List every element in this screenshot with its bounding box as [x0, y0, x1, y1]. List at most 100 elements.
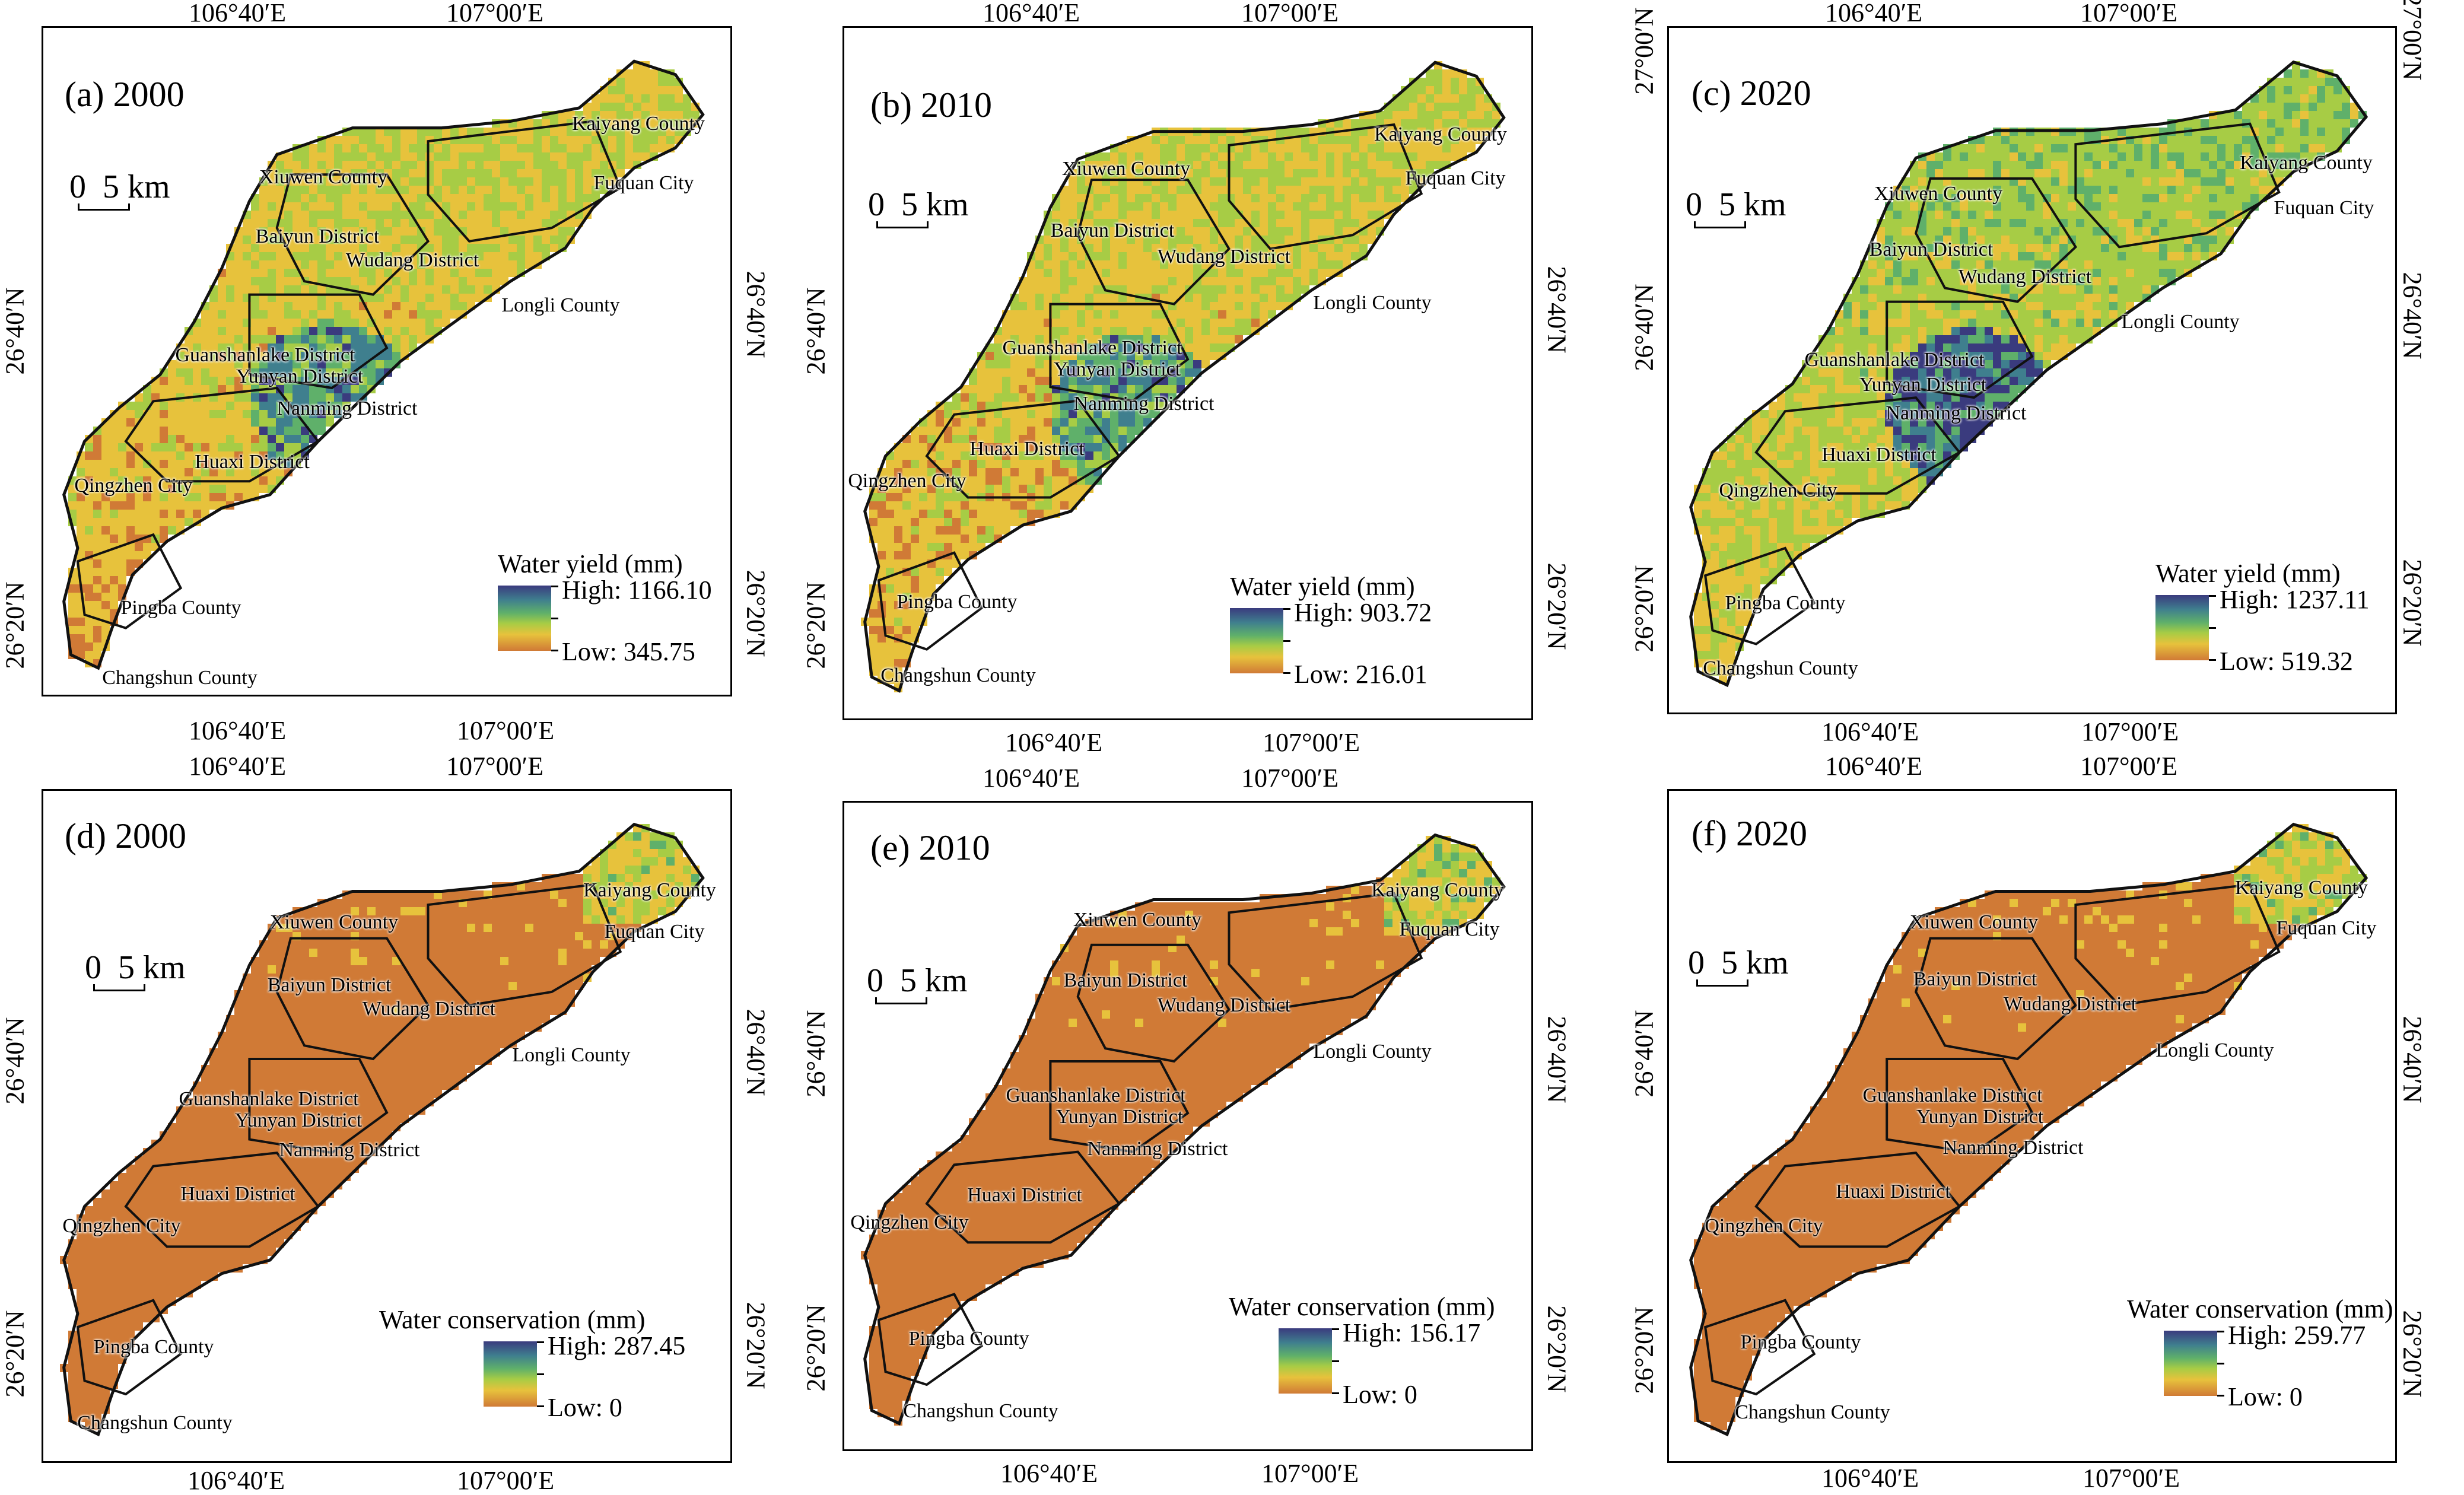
- raster-cell: [2076, 310, 2084, 319]
- raster-cell: [118, 418, 126, 427]
- raster-cell: [1069, 252, 1077, 260]
- raster-cell: [1152, 310, 1160, 319]
- raster-cell: [1060, 269, 1069, 277]
- raster-cell: [961, 543, 969, 551]
- raster-cell: [1318, 177, 1326, 186]
- raster-cell: [886, 501, 894, 510]
- raster-cell: [994, 393, 1002, 402]
- raster-cell: [1902, 269, 1910, 277]
- raster-cell: [1251, 302, 1260, 310]
- raster-cell: [292, 152, 301, 161]
- raster-cell: [1309, 252, 1318, 260]
- raster-cell: [201, 410, 209, 418]
- raster-cell: [1177, 236, 1185, 244]
- raster-cell: [1002, 510, 1010, 518]
- raster-cell: [2309, 119, 2317, 128]
- raster-cell: [592, 152, 600, 161]
- raster-cell: [1968, 152, 1976, 161]
- raster-cell: [417, 202, 425, 211]
- raster-cell: [1235, 194, 1243, 202]
- raster-cell: [550, 211, 558, 219]
- raster-cell: [226, 285, 234, 294]
- raster-cell: [567, 186, 575, 194]
- raster-cell: [2093, 177, 2101, 186]
- raster-cell: [475, 277, 484, 285]
- raster-cell: [359, 343, 367, 352]
- raster-cell: [1044, 269, 1052, 277]
- raster-cell: [2018, 244, 2026, 252]
- raster-cell: [2159, 194, 2167, 202]
- raster-cell: [1201, 302, 1210, 310]
- raster-cell: [2059, 186, 2068, 194]
- raster-cell: [2176, 244, 2184, 252]
- raster-cell: [1110, 202, 1118, 211]
- raster-cell: [1035, 269, 1044, 277]
- raster-cell: [417, 310, 425, 319]
- raster-cell: [143, 427, 151, 435]
- raster-cell: [1193, 219, 1201, 227]
- raster-cell: [1343, 136, 1351, 144]
- raster-cell: [1935, 302, 1943, 310]
- raster-cell: [1976, 335, 1985, 343]
- raster-cell: [525, 119, 533, 128]
- raster-cell: [1893, 269, 1902, 277]
- raster-cell: [301, 152, 309, 161]
- raster-cell: [1168, 194, 1177, 202]
- raster-cell: [351, 152, 359, 161]
- raster-cell: [317, 335, 326, 343]
- raster-cell: [2192, 136, 2201, 144]
- raster-cell: [1985, 343, 1993, 352]
- raster-cell: [126, 501, 135, 510]
- raster-cell: [525, 244, 533, 252]
- raster-cell: [450, 302, 459, 310]
- raster-cell: [77, 510, 85, 518]
- raster-cell: [459, 277, 467, 285]
- raster-cell: [1309, 144, 1318, 152]
- raster-cell: [1467, 78, 1476, 86]
- raster-cell: [376, 194, 384, 202]
- raster-cell: [392, 294, 400, 302]
- raster-cell: [209, 294, 218, 302]
- raster-cell: [1243, 285, 1251, 294]
- raster-cell: [1359, 244, 1368, 252]
- map-frame: (a) 2000 0 5 km Kaiyang County Xiuwen Co…: [42, 26, 732, 696]
- raster-cell: [1318, 152, 1326, 161]
- raster-cell: [1910, 211, 1918, 219]
- raster-cell: [1093, 211, 1102, 219]
- raster-cell: [1326, 161, 1334, 169]
- raster-cell: [2101, 277, 2109, 285]
- raster-cell: [2093, 319, 2101, 327]
- raster-cell: [1309, 202, 1318, 211]
- raster-cell: [2068, 327, 2076, 335]
- raster-cell: [1852, 335, 1860, 343]
- raster-cell: [1285, 144, 1293, 152]
- raster-cell: [492, 277, 500, 285]
- raster-cell: [1334, 260, 1343, 269]
- raster-cell: [525, 169, 533, 177]
- raster-cell: [268, 393, 276, 402]
- raster-cell: [1326, 244, 1334, 252]
- raster-cell: [1935, 211, 1943, 219]
- raster-cell: [1384, 169, 1392, 177]
- raster-cell: [1985, 310, 1993, 319]
- raster-cell: [367, 194, 376, 202]
- raster-cell: [542, 169, 550, 177]
- raster-cell: [2284, 103, 2292, 111]
- raster-cell: [1226, 335, 1235, 343]
- raster-cell: [1993, 227, 2001, 236]
- raster-cell: [2184, 194, 2192, 202]
- raster-cell: [2018, 169, 2026, 177]
- raster-cell: [2234, 194, 2242, 202]
- raster-cell: [309, 327, 317, 335]
- raster-cell: [459, 177, 467, 186]
- raster-cell: [1868, 335, 1877, 343]
- raster-cell: [1926, 285, 1935, 294]
- raster-cell: [894, 460, 902, 468]
- raster-cell: [1218, 211, 1226, 219]
- raster-cell: [542, 144, 550, 152]
- raster-cell: [492, 202, 500, 211]
- raster-cell: [2242, 144, 2250, 152]
- raster-cell: [2068, 136, 2076, 144]
- raster-cell: [1318, 144, 1326, 152]
- raster-cell: [1085, 211, 1093, 219]
